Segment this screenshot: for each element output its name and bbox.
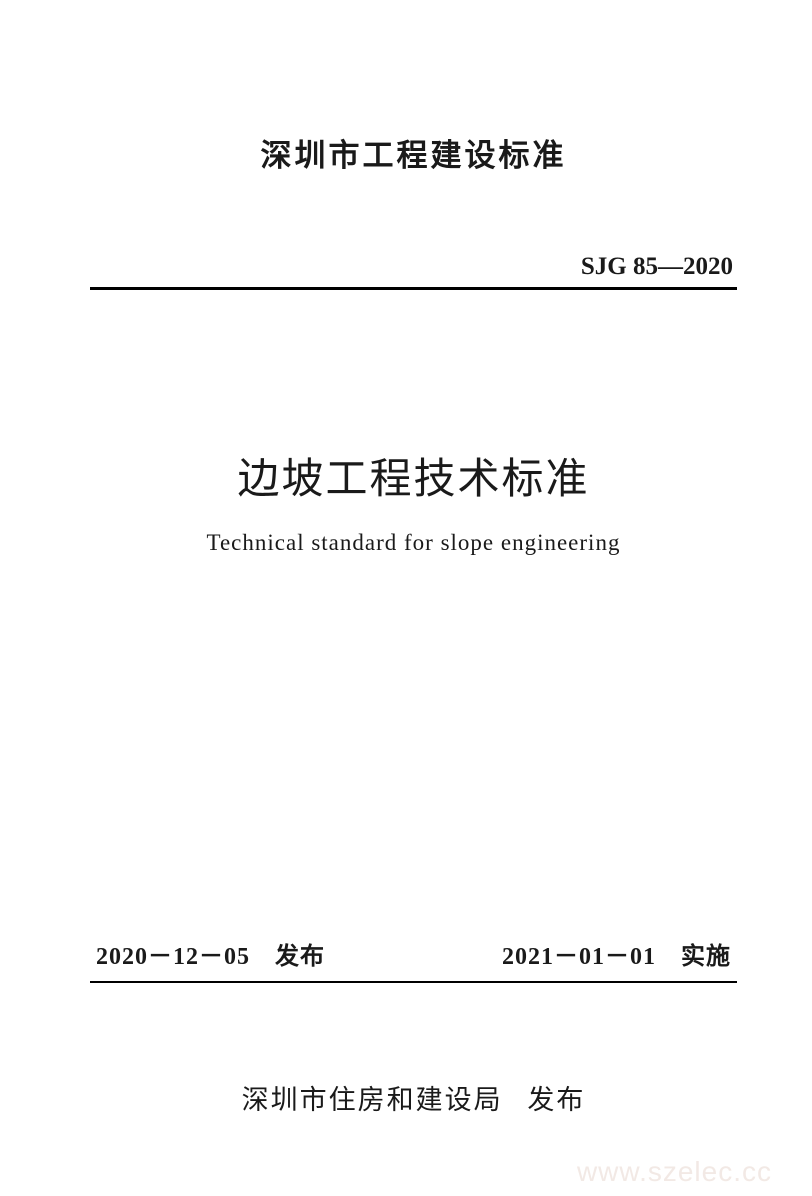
standard-code: SJG 85—2020: [90, 253, 737, 281]
document-page: 深圳市工程建设标准 SJG 85—2020 边坡工程技术标准 Technical…: [0, 0, 812, 1196]
publish-label: 发布: [275, 944, 325, 970]
header-title: 深圳市工程建设标准: [90, 130, 737, 175]
divider-bottom: [90, 981, 737, 983]
watermark-text: www.szelec.cc: [577, 1156, 772, 1188]
publish-date-item: 2020－12－05 发布: [96, 936, 325, 971]
publish-date: 2020－12－05: [96, 944, 250, 970]
effective-date-item: 2021－01－01 实施: [502, 936, 731, 971]
divider-top: [90, 287, 737, 290]
publisher-line: 深圳市住房和建设局 发布: [90, 1078, 737, 1117]
main-title-chinese: 边坡工程技术标准: [90, 445, 737, 506]
publisher-name: 深圳市住房和建设局: [242, 1085, 503, 1115]
effective-date: 2021－01－01: [502, 944, 656, 970]
main-title-english: Technical standard for slope engineering: [90, 530, 737, 556]
publisher-action: 发布: [527, 1085, 585, 1115]
effective-label: 实施: [681, 944, 731, 970]
dates-row: 2020－12－05 发布 2021－01－01 实施: [90, 936, 737, 971]
